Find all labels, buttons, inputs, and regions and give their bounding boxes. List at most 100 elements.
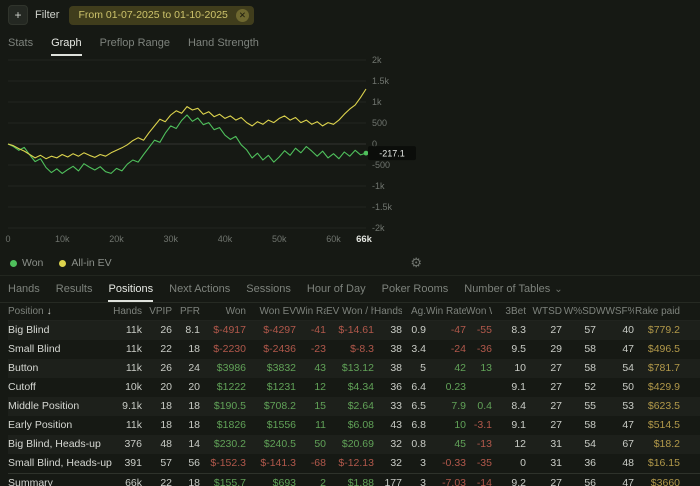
value-cell: $1.88 bbox=[347, 477, 374, 486]
position-cell: Cutoff bbox=[8, 381, 36, 393]
tab-sessions[interactable]: Sessions bbox=[246, 283, 291, 295]
column-header[interactable]: Win Rate, ... bbox=[426, 306, 466, 317]
winnings-graph[interactable]: 2k 1.5k 1k 500 0 -500 -1k -1.5k -2k 0 10k 20k 30k 40k… bbox=[0, 55, 422, 275]
value-cell: 7.9 bbox=[451, 400, 466, 412]
filter-label: Filter bbox=[35, 9, 60, 21]
tab-next-actions[interactable]: Next Actions bbox=[169, 283, 231, 295]
position-cell: Summary bbox=[8, 477, 53, 486]
column-header[interactable]: VPIP bbox=[149, 306, 172, 317]
table-row[interactable]: Cutoff 10k 20 20 $1222 $1231 12 $4.34 36 6.4 0.23 9… bbox=[8, 378, 700, 397]
add-filter-button[interactable]: + Filter bbox=[8, 5, 59, 25]
column-header[interactable]: EV Won / h bbox=[326, 306, 374, 317]
plus-icon[interactable]: + bbox=[8, 5, 28, 25]
value-cell: 54 bbox=[584, 438, 596, 450]
x-axis-label: 50k bbox=[272, 234, 287, 244]
value-cell: $779.2 bbox=[647, 324, 680, 336]
tab-graph[interactable]: Graph bbox=[51, 30, 82, 56]
value-cell: 0.23 bbox=[445, 381, 466, 393]
value-cell: 18 bbox=[188, 343, 200, 355]
value-cell: $3832 bbox=[266, 362, 296, 374]
date-range-filter-chip[interactable]: From 01-07-2025 to 01-10-2025 ✕ bbox=[69, 5, 254, 25]
value-cell: $190.5 bbox=[213, 400, 246, 412]
value-cell: 10 bbox=[454, 419, 466, 431]
cursor-value-badge bbox=[368, 146, 416, 161]
table-row[interactable]: Small Blind, Heads-up 391 57 56 $-152.3 $-141… bbox=[8, 454, 700, 473]
value-cell: $20.69 bbox=[341, 438, 374, 450]
y-axis-label: 1.5k bbox=[372, 76, 390, 86]
value-cell: $1826 bbox=[216, 419, 246, 431]
won-series-line bbox=[7, 114, 367, 174]
tab-hands[interactable]: Hands bbox=[8, 283, 40, 295]
column-header[interactable]: Hands / h bbox=[374, 306, 402, 317]
column-header[interactable]: Won With... bbox=[466, 306, 492, 317]
value-cell: 27 bbox=[550, 477, 562, 486]
value-cell: 11k bbox=[125, 324, 142, 336]
value-cell: 9.5 bbox=[511, 343, 526, 355]
value-cell: 42 bbox=[454, 362, 466, 374]
x-axis-label: 30k bbox=[163, 234, 178, 244]
position-cell: Early Position bbox=[8, 419, 73, 431]
value-cell: 40 bbox=[622, 324, 634, 336]
column-header[interactable]: Position ↓ bbox=[8, 306, 52, 317]
legend-item-allin-ev[interactable]: All-in EV bbox=[59, 257, 112, 269]
gear-icon[interactable]: ⚙ bbox=[410, 255, 422, 270]
value-cell: $781.7 bbox=[647, 362, 680, 374]
table-row[interactable]: Early Position 11k 18 18 $1826 $1556 11 $6.08 43… bbox=[8, 416, 700, 435]
value-cell: 43 bbox=[314, 362, 326, 374]
tab-hour-of-day[interactable]: Hour of Day bbox=[306, 283, 366, 295]
table-row[interactable]: Big Blind 11k 26 8.1 $-4917 $-4297 -41 $-14.61 3… bbox=[8, 321, 700, 340]
value-cell: 47 bbox=[622, 419, 634, 431]
column-header[interactable]: WTSD bbox=[532, 306, 562, 317]
table-row[interactable]: Big Blind, Heads-up 376 48 14 $230.2 $240.5 50… bbox=[8, 435, 700, 454]
tab-hand-strength[interactable]: Hand Strength bbox=[187, 37, 259, 49]
sort-desc-icon: ↓ bbox=[46, 306, 52, 317]
value-cell: 3.4 bbox=[411, 343, 426, 355]
value-cell: $693 bbox=[272, 477, 296, 486]
value-cell: 0.4 bbox=[477, 400, 492, 412]
x-axis-label: 0 bbox=[5, 234, 10, 244]
tab-preflop-range[interactable]: Preflop Range bbox=[99, 37, 170, 49]
column-header[interactable]: Ag. bbox=[410, 306, 426, 317]
column-header[interactable]: WWSF% bbox=[596, 306, 634, 317]
value-cell: 12 bbox=[514, 438, 526, 450]
column-header[interactable]: PFR bbox=[180, 306, 200, 317]
value-cell: -55 bbox=[476, 324, 492, 336]
tab-positions[interactable]: Positions bbox=[108, 276, 153, 302]
close-icon[interactable]: ✕ bbox=[235, 8, 249, 22]
value-cell: 13 bbox=[480, 362, 492, 374]
table-row[interactable]: Small Blind 11k 22 18 $-2230 $-2436 -23 $-8.3 38… bbox=[8, 340, 700, 359]
column-header[interactable]: Win Rate ... bbox=[296, 306, 326, 317]
column-header[interactable]: W%SD bbox=[563, 306, 596, 317]
value-cell: 43 bbox=[390, 419, 402, 431]
column-header[interactable]: Rake paid bbox=[634, 306, 680, 317]
tab-results[interactable]: Results bbox=[55, 283, 93, 295]
table-row[interactable]: Button 11k 26 24 $3986 $3832 43 $13.12 38 5 42 13 10… bbox=[8, 359, 700, 378]
tab-number-of-tables[interactable]: Number of Tables ⌄ bbox=[464, 283, 563, 295]
value-cell: 9.1 bbox=[511, 381, 526, 393]
value-cell: $6.08 bbox=[347, 419, 374, 431]
value-cell: 24 bbox=[188, 362, 200, 374]
value-cell: -0.33 bbox=[442, 457, 466, 469]
won-series-end-dot bbox=[363, 150, 369, 156]
legend-item-won[interactable]: Won bbox=[10, 257, 43, 269]
x-axis-label: 60k bbox=[326, 234, 341, 244]
value-cell: -68 bbox=[310, 457, 326, 469]
value-cell: 66k bbox=[125, 477, 142, 486]
column-header[interactable]: 3Bet bbox=[505, 306, 526, 317]
column-header[interactable]: Won bbox=[225, 306, 246, 317]
column-header[interactable]: Won EV bbox=[259, 306, 297, 317]
tab-stats[interactable]: Stats bbox=[8, 37, 34, 49]
graph-plot-area[interactable]: 2k 1.5k 1k 500 0 -500 -1k -1.5k -2k 0 10k 20k 30k 40k… bbox=[0, 55, 420, 248]
value-cell: 15 bbox=[314, 400, 326, 412]
legend-won-label: Won bbox=[22, 257, 44, 269]
value-cell: 31 bbox=[550, 457, 562, 469]
summary-row[interactable]: Summary 66k 22 18 $155.7 $693 2 $1.88 177 3 -7.03 -… bbox=[8, 473, 700, 486]
value-cell: 26 bbox=[160, 362, 172, 374]
column-header[interactable]: Hands bbox=[113, 306, 142, 317]
value-cell: $-2436 bbox=[263, 343, 296, 355]
tab-poker-rooms[interactable]: Poker Rooms bbox=[381, 283, 449, 295]
table-row[interactable]: Middle Position 9.1k 18 18 $190.5 $708.2 15 $2.… bbox=[8, 397, 700, 416]
value-cell: 20 bbox=[188, 381, 200, 393]
value-cell: 53 bbox=[622, 400, 634, 412]
